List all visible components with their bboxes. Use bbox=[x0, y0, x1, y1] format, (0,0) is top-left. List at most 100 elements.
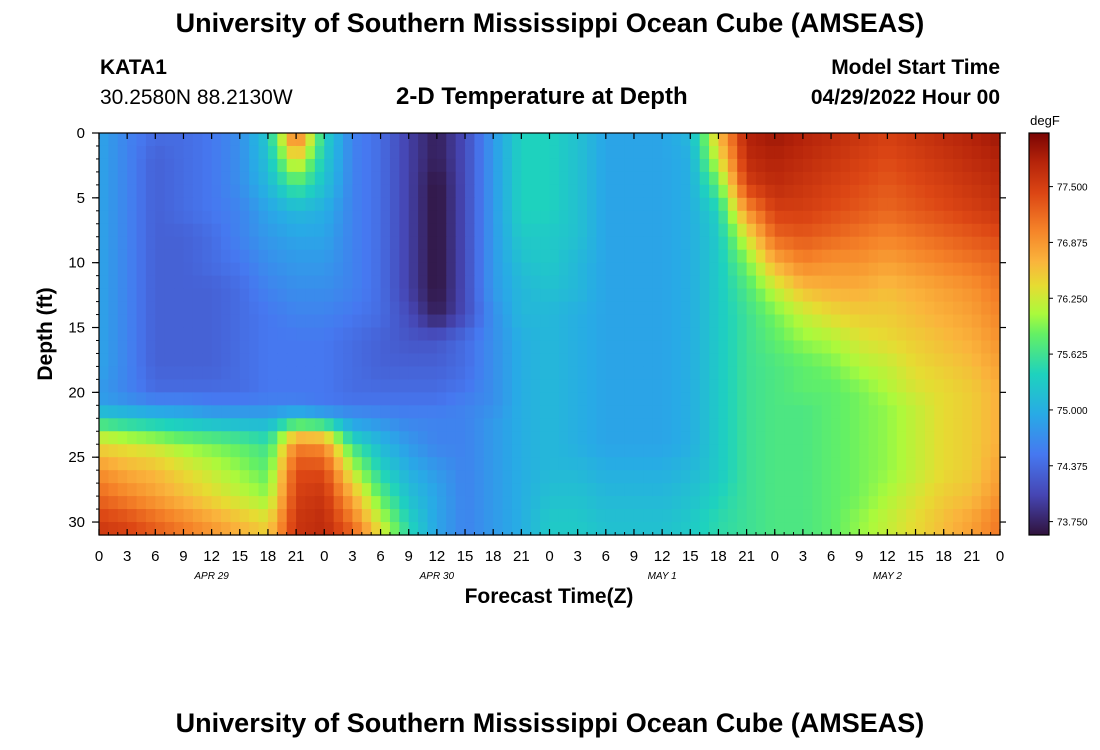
heatmap-cell bbox=[671, 262, 682, 277]
heatmap-cell bbox=[924, 418, 935, 432]
heatmap-cell bbox=[774, 496, 785, 510]
heatmap-cell bbox=[877, 522, 888, 536]
heatmap-cell bbox=[746, 509, 757, 523]
heatmap-cell bbox=[258, 483, 269, 497]
heatmap-cell bbox=[540, 457, 551, 471]
heatmap-cell bbox=[343, 262, 354, 277]
heatmap-cell bbox=[699, 249, 710, 264]
heatmap-cell bbox=[408, 133, 419, 147]
heatmap-cell bbox=[389, 353, 400, 368]
heatmap-cell bbox=[145, 392, 156, 406]
heatmap-cell bbox=[887, 405, 898, 419]
heatmap-cell bbox=[286, 522, 297, 536]
heatmap-cell bbox=[286, 262, 297, 277]
heatmap-cell bbox=[831, 158, 842, 173]
heatmap-cell bbox=[427, 133, 438, 147]
heatmap-cell bbox=[324, 418, 335, 432]
heatmap-cell bbox=[389, 457, 400, 471]
heatmap-cell bbox=[643, 509, 654, 523]
heatmap-cell bbox=[399, 223, 410, 238]
heatmap-cell bbox=[596, 470, 607, 484]
heatmap-cell bbox=[840, 483, 851, 497]
heatmap-cell bbox=[915, 483, 926, 497]
heatmap-cell bbox=[277, 158, 288, 173]
heatmap-cell bbox=[183, 197, 194, 212]
heatmap-cell bbox=[277, 340, 288, 355]
heatmap-cell bbox=[868, 210, 879, 225]
heatmap-cell bbox=[652, 509, 663, 523]
heatmap-cell bbox=[511, 340, 522, 355]
heatmap-cell bbox=[521, 366, 532, 380]
heatmap-cell bbox=[127, 197, 138, 212]
heatmap-cell bbox=[765, 327, 776, 342]
heatmap-cell bbox=[774, 327, 785, 342]
heatmap-cell bbox=[849, 483, 860, 497]
heatmap-cell bbox=[380, 483, 391, 497]
colorbar-tick-label: 76.875 bbox=[1057, 238, 1088, 249]
heatmap-cell bbox=[324, 392, 335, 406]
heatmap-cell bbox=[352, 158, 363, 173]
heatmap-cell bbox=[465, 301, 476, 316]
heatmap-cell bbox=[352, 133, 363, 147]
heatmap-cell bbox=[249, 288, 260, 303]
heatmap-cell bbox=[840, 340, 851, 355]
heatmap-cell bbox=[849, 379, 860, 393]
heatmap-cell bbox=[343, 470, 354, 484]
heatmap-cell bbox=[981, 327, 992, 342]
heatmap-cell bbox=[230, 405, 241, 419]
heatmap-cell bbox=[145, 509, 156, 523]
heatmap-cell bbox=[971, 379, 982, 393]
heatmap-cell bbox=[399, 236, 410, 251]
heatmap-cell bbox=[408, 210, 419, 225]
heatmap-cell bbox=[192, 470, 203, 484]
heatmap-cell bbox=[314, 366, 325, 380]
heatmap-cell bbox=[981, 366, 992, 380]
heatmap-cell bbox=[802, 314, 813, 329]
heatmap-cell bbox=[868, 145, 879, 160]
heatmap-cell bbox=[305, 444, 316, 458]
heatmap-cell bbox=[352, 340, 363, 355]
heatmap-cell bbox=[981, 522, 992, 536]
heatmap-cell bbox=[211, 509, 222, 523]
heatmap-cell bbox=[511, 301, 522, 316]
heatmap-cell bbox=[953, 340, 964, 355]
heatmap-cell bbox=[624, 470, 635, 484]
heatmap-cell bbox=[624, 288, 635, 303]
heatmap-cell bbox=[568, 353, 579, 368]
heatmap-cell bbox=[587, 145, 598, 160]
heatmap-cell bbox=[765, 262, 776, 277]
heatmap-cell bbox=[324, 249, 335, 264]
heatmap-cell bbox=[418, 314, 429, 329]
heatmap-cell bbox=[896, 522, 907, 536]
heatmap-cell bbox=[981, 301, 992, 316]
heatmap-cell bbox=[192, 483, 203, 497]
heatmap-cell bbox=[305, 418, 316, 432]
heatmap-cell bbox=[633, 314, 644, 329]
heatmap-cell bbox=[549, 483, 560, 497]
heatmap-cell bbox=[192, 509, 203, 523]
heatmap-cell bbox=[277, 301, 288, 316]
heatmap-cell bbox=[859, 158, 870, 173]
heatmap-cell bbox=[418, 301, 429, 316]
heatmap bbox=[99, 133, 1001, 536]
heatmap-cell bbox=[474, 353, 485, 368]
heatmap-cell bbox=[99, 249, 109, 264]
heatmap-cell bbox=[474, 444, 485, 458]
heatmap-cell bbox=[784, 171, 795, 186]
heatmap-cell bbox=[699, 288, 710, 303]
heatmap-cell bbox=[962, 405, 973, 419]
heatmap-cell bbox=[117, 327, 128, 342]
heatmap-cell bbox=[99, 340, 109, 355]
heatmap-cell bbox=[455, 444, 466, 458]
heatmap-cell bbox=[343, 522, 354, 536]
heatmap-cell bbox=[136, 470, 147, 484]
heatmap-cell bbox=[352, 522, 363, 536]
heatmap-cell bbox=[587, 197, 598, 212]
heatmap-cell bbox=[324, 431, 335, 445]
heatmap-cell bbox=[343, 418, 354, 432]
heatmap-cell bbox=[502, 288, 513, 303]
heatmap-cell bbox=[230, 509, 241, 523]
heatmap-cell bbox=[117, 353, 128, 368]
heatmap-cell bbox=[230, 522, 241, 536]
heatmap-cell bbox=[615, 210, 626, 225]
